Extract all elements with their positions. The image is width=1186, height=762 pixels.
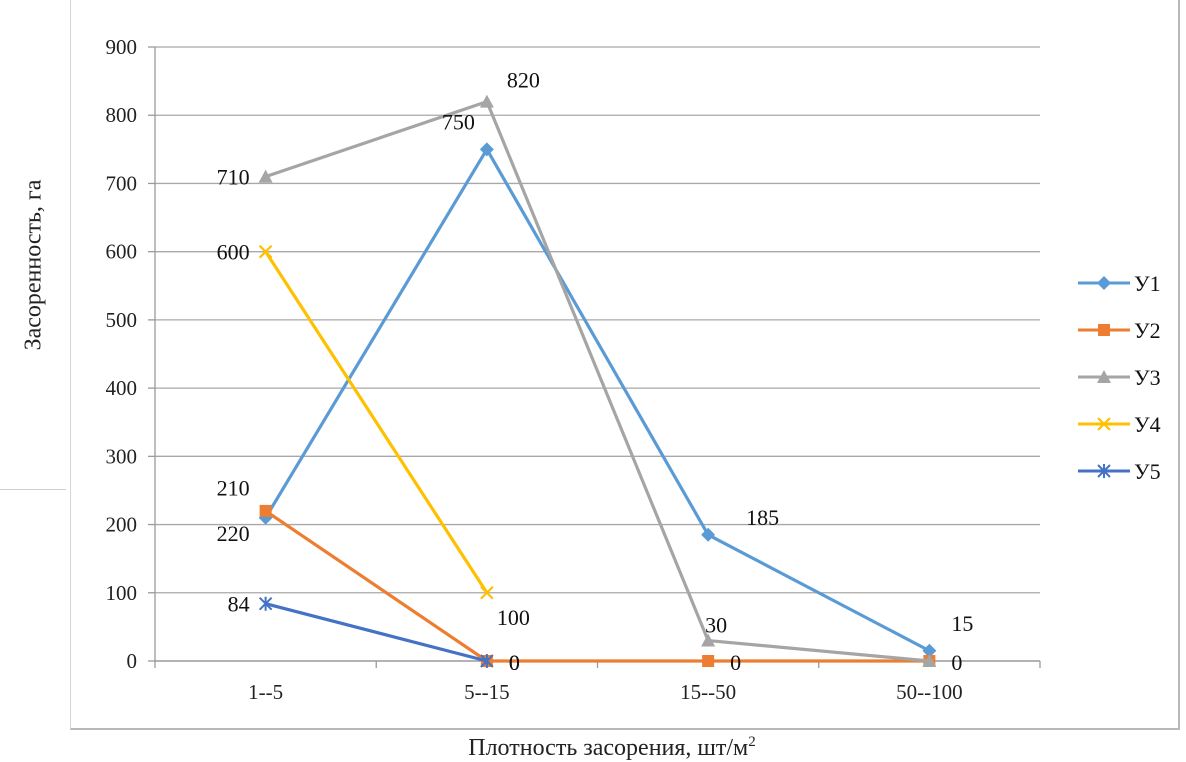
data-label: 0 bbox=[951, 650, 962, 675]
data-point-4 bbox=[258, 244, 273, 259]
chart-frame bbox=[70, 0, 1180, 730]
x-axis-label-superscript: 2 bbox=[748, 734, 756, 750]
y-tick-label: 500 bbox=[106, 308, 138, 332]
y-tick-label: 600 bbox=[106, 240, 138, 264]
frame-fragment bbox=[0, 489, 66, 490]
legend-marker bbox=[1097, 276, 1111, 290]
series-line-3 bbox=[265, 99, 930, 663]
data-point-5 bbox=[258, 596, 273, 611]
data-label: 750 bbox=[442, 109, 475, 134]
x-tick-label: 5--15 bbox=[464, 680, 510, 704]
y-tick-label: 800 bbox=[106, 103, 138, 127]
data-label: 15 bbox=[951, 611, 973, 636]
data-label: 220 bbox=[217, 521, 250, 546]
data-point-1 bbox=[701, 527, 716, 542]
data-label: 0 bbox=[509, 650, 520, 675]
data-label: 30 bbox=[705, 613, 727, 638]
data-point-4 bbox=[480, 586, 494, 600]
data-label: 820 bbox=[507, 68, 540, 93]
data-label: 0 bbox=[730, 650, 741, 675]
series-line-2 bbox=[264, 509, 930, 663]
data-label: 210 bbox=[217, 476, 250, 501]
x-axis-label: Плотность засорения, шт/м2 bbox=[468, 734, 756, 762]
data-point-5 bbox=[480, 654, 494, 668]
y-tick-label: 700 bbox=[106, 171, 138, 195]
y-tick-label: 100 bbox=[106, 581, 138, 605]
x-tick-label: 15--50 bbox=[680, 680, 736, 704]
data-point-3 bbox=[479, 94, 494, 108]
data-label: 600 bbox=[217, 240, 250, 265]
legend-label: У1 bbox=[1134, 271, 1161, 296]
data-label: 0 bbox=[509, 650, 520, 675]
y-tick-label: 400 bbox=[106, 376, 138, 400]
x-tick-label: 1--5 bbox=[248, 680, 283, 704]
data-point-3 bbox=[258, 169, 273, 183]
x-axis-label-text: Плотность засорения, шт/м bbox=[468, 735, 749, 761]
legend-marker bbox=[1098, 324, 1110, 336]
y-tick-label: 300 bbox=[106, 444, 138, 468]
data-label: 100 bbox=[497, 605, 530, 630]
data-point-1 bbox=[922, 643, 937, 658]
series-line-1 bbox=[264, 147, 931, 653]
series-line-4 bbox=[264, 250, 489, 594]
data-label: 185 bbox=[746, 505, 779, 530]
series-line-5 bbox=[265, 602, 488, 663]
legend-marker bbox=[1097, 417, 1111, 431]
data-point-1 bbox=[479, 142, 494, 157]
y-tick-label: 0 bbox=[127, 649, 138, 673]
data-label: 710 bbox=[217, 165, 250, 190]
data-point-3 bbox=[701, 633, 716, 647]
legend-label: У5 bbox=[1134, 459, 1161, 484]
legend-label: У4 bbox=[1134, 412, 1161, 437]
legend-label: У2 bbox=[1134, 318, 1161, 343]
y-tick-label: 900 bbox=[106, 35, 138, 59]
data-label: 84 bbox=[228, 592, 250, 617]
data-point-2 bbox=[702, 655, 715, 667]
data-point-2 bbox=[259, 504, 272, 517]
data-point-3 bbox=[922, 654, 937, 667]
x-tick-label: 50--100 bbox=[896, 680, 963, 704]
legend-label: У3 bbox=[1134, 365, 1161, 390]
y-tick-label: 200 bbox=[106, 513, 138, 537]
legend-marker bbox=[1097, 370, 1111, 383]
legend-marker bbox=[1097, 464, 1111, 478]
